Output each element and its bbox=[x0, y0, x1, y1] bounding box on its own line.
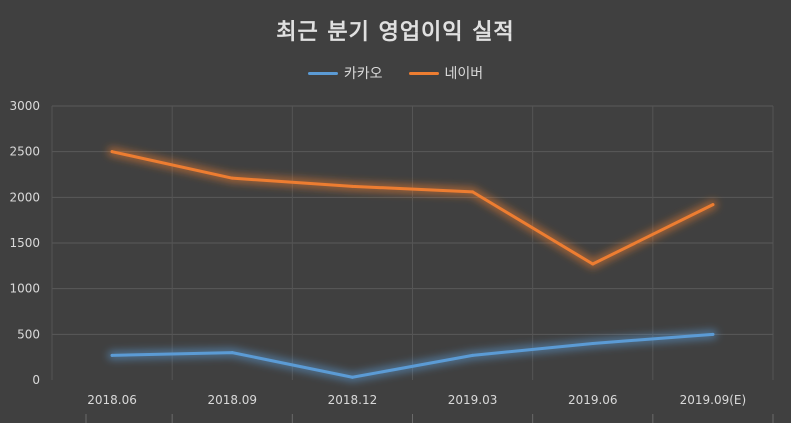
series-line-1 bbox=[110, 150, 715, 266]
data-point bbox=[711, 332, 715, 336]
x-tick-label: 2018.09 bbox=[207, 393, 257, 407]
data-point bbox=[711, 203, 715, 207]
data-point bbox=[591, 262, 595, 266]
y-tick-label: 1000 bbox=[9, 282, 40, 296]
data-point bbox=[350, 184, 354, 188]
data-point bbox=[471, 353, 475, 357]
y-tick-label: 3000 bbox=[9, 99, 40, 113]
chart-title: 최근 분기 영업이익 실적 bbox=[276, 20, 515, 45]
x-tick-label: 2018.06 bbox=[87, 393, 137, 407]
data-point bbox=[230, 176, 234, 180]
x-tick-label: 2019.06 bbox=[568, 393, 618, 407]
y-tick-label: 2000 bbox=[9, 190, 40, 204]
data-point bbox=[591, 341, 595, 345]
data-point bbox=[110, 353, 114, 357]
y-tick-label: 2500 bbox=[9, 145, 40, 159]
y-tick-label: 0 bbox=[32, 373, 40, 387]
data-point bbox=[471, 190, 475, 194]
y-tick-label: 1500 bbox=[9, 236, 40, 250]
legend: 카카오 네이버 bbox=[0, 63, 791, 83]
legend-item-naver: 네이버 bbox=[408, 63, 484, 83]
series-line-0 bbox=[110, 332, 715, 379]
legend-item-kakao: 카카오 bbox=[307, 63, 383, 83]
data-point bbox=[110, 150, 114, 154]
legend-label-kakao: 카카오 bbox=[343, 66, 383, 82]
data-point bbox=[230, 351, 234, 355]
y-tick-label: 500 bbox=[17, 327, 40, 341]
legend-label-naver: 네이버 bbox=[444, 66, 484, 82]
legend-swatch-kakao bbox=[307, 71, 338, 75]
x-tick-label: 2019.09(E) bbox=[680, 393, 747, 407]
data-point bbox=[350, 375, 354, 379]
x-tick-label: 2019.03 bbox=[448, 393, 498, 407]
legend-swatch-naver bbox=[408, 71, 439, 75]
x-tick-label: 2018.12 bbox=[328, 393, 378, 407]
